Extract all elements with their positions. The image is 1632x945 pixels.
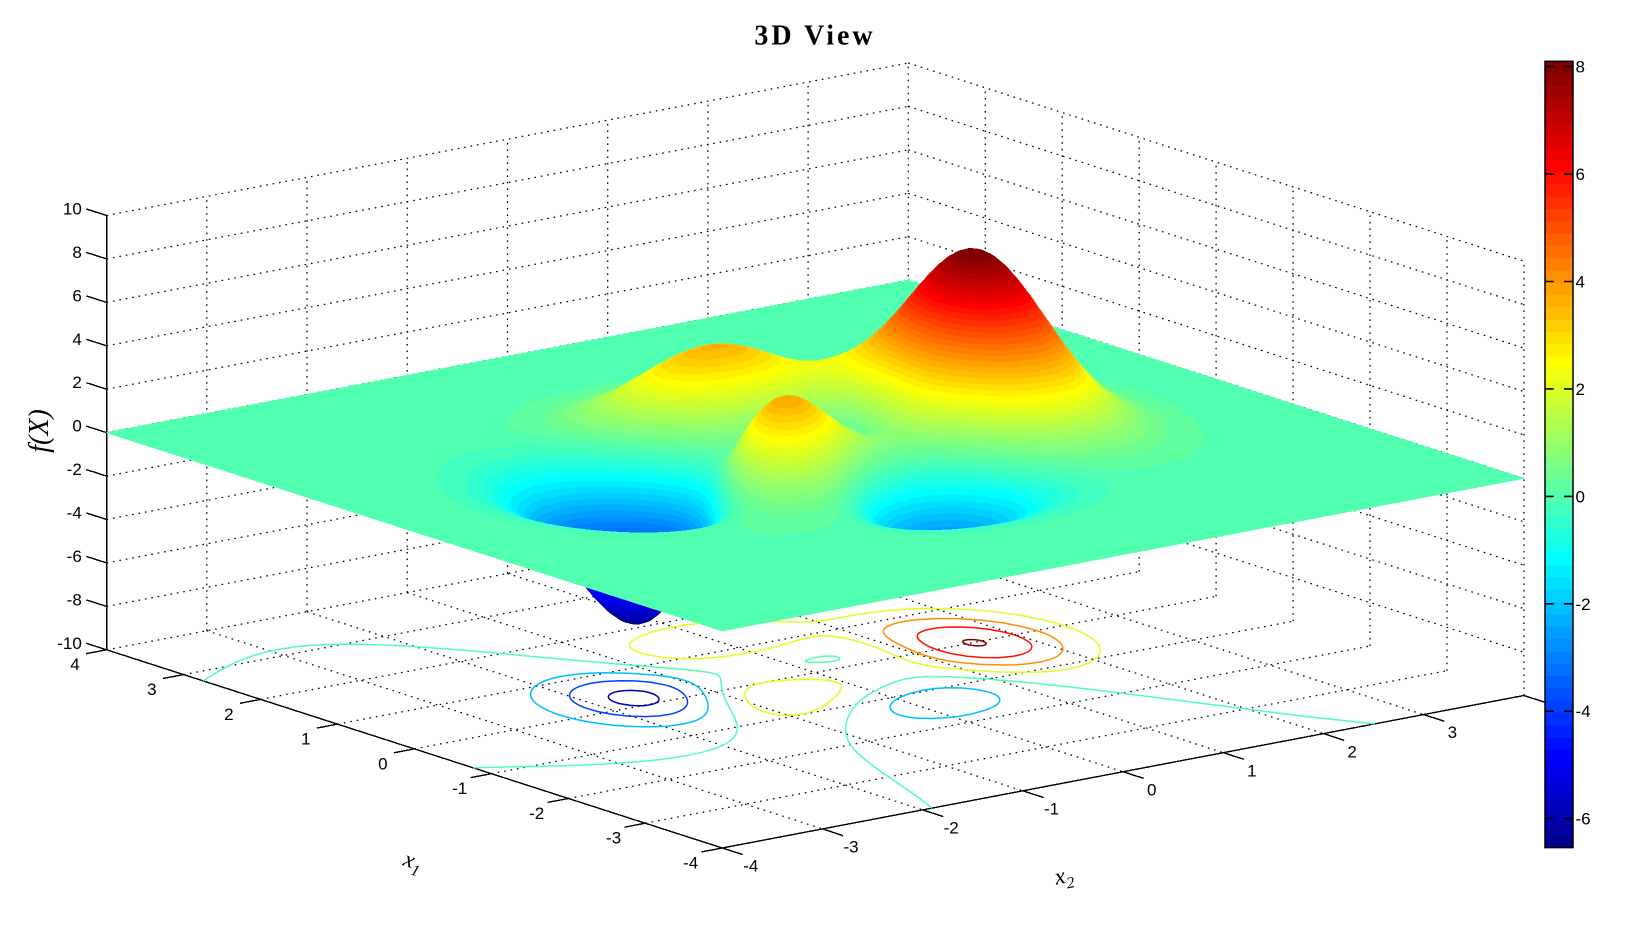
svg-text:-1: -1 xyxy=(452,779,467,798)
svg-text:-2: -2 xyxy=(944,819,959,838)
svg-text:2: 2 xyxy=(224,705,233,724)
svg-text:0: 0 xyxy=(1147,780,1156,799)
svg-text:f(X): f(X) xyxy=(24,409,55,453)
svg-text:1: 1 xyxy=(1247,761,1256,780)
svg-text:2: 2 xyxy=(72,373,81,392)
svg-text:-2: -2 xyxy=(1576,595,1591,614)
svg-text:-4: -4 xyxy=(743,857,758,876)
svg-text:-3: -3 xyxy=(843,838,858,857)
svg-text:-1: -1 xyxy=(1044,800,1059,819)
svg-text:8: 8 xyxy=(72,243,81,262)
svg-text:10: 10 xyxy=(63,200,82,219)
svg-text:0: 0 xyxy=(72,417,81,436)
svg-text:2: 2 xyxy=(1347,742,1356,761)
svg-text:1: 1 xyxy=(301,730,310,749)
svg-text:8: 8 xyxy=(1576,58,1585,77)
svg-text:6: 6 xyxy=(72,286,81,305)
svg-text:0: 0 xyxy=(1576,487,1585,506)
svg-text:-3: -3 xyxy=(606,829,621,848)
svg-text:4: 4 xyxy=(70,655,79,674)
svg-text:3: 3 xyxy=(147,680,156,699)
svg-text:4: 4 xyxy=(72,330,81,349)
svg-text:-4: -4 xyxy=(67,504,82,523)
svg-text:-10: -10 xyxy=(57,634,82,653)
svg-text:2: 2 xyxy=(1576,380,1585,399)
svg-text:-2: -2 xyxy=(529,804,544,823)
svg-text:-6: -6 xyxy=(1576,810,1591,829)
svg-text:3: 3 xyxy=(1448,723,1457,742)
svg-text:-2: -2 xyxy=(67,460,82,479)
svg-text:6: 6 xyxy=(1576,165,1585,184)
svg-text:-6: -6 xyxy=(67,547,82,566)
svg-text:4: 4 xyxy=(1576,273,1585,292)
svg-text:3D View: 3D View xyxy=(754,21,875,52)
svg-text:-8: -8 xyxy=(67,590,82,609)
svg-text:-4: -4 xyxy=(1576,702,1591,721)
svg-text:0: 0 xyxy=(378,754,387,773)
svg-text:-4: -4 xyxy=(683,853,698,872)
